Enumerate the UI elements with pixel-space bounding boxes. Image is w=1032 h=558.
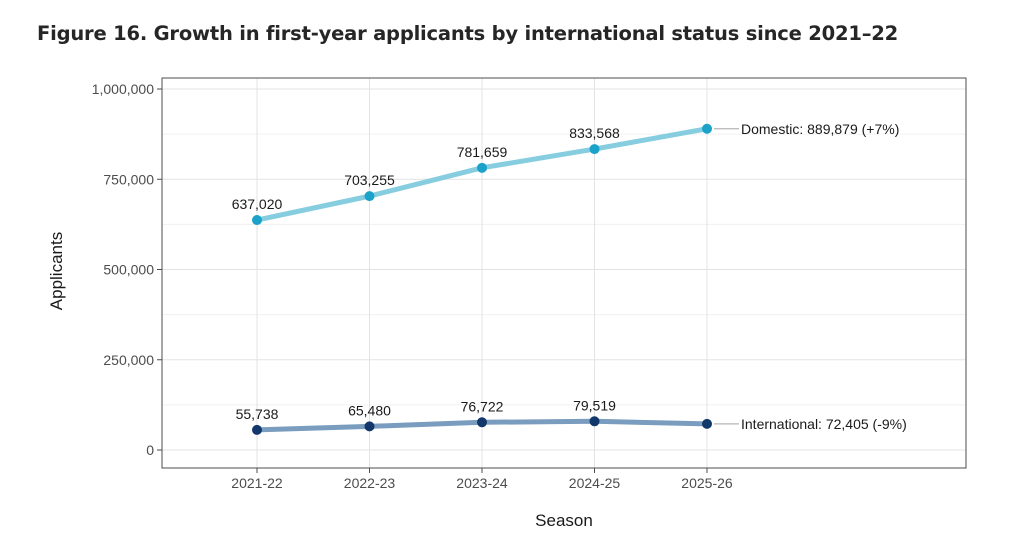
data-point-international bbox=[364, 421, 375, 432]
end-label-domestic: Domestic: 889,879 (+7%) bbox=[741, 121, 899, 137]
series-international bbox=[252, 416, 712, 435]
data-point-domestic bbox=[702, 123, 712, 134]
data-label-international: 55,738 bbox=[236, 406, 279, 422]
y-axis-title: Applicants bbox=[47, 232, 66, 310]
data-point-international bbox=[252, 424, 262, 435]
end-label-international: International: 72,405 (-9%) bbox=[741, 416, 907, 432]
x-tick-label: 2022-23 bbox=[344, 475, 396, 491]
chart-axes: 0 250,000 500,000 750,000 1,000,000 2021-22 20… bbox=[47, 77, 967, 530]
figure-title: Figure 16. Growth in first-year applican… bbox=[37, 22, 898, 45]
data-label-domestic: 781,659 bbox=[457, 144, 508, 160]
chart-gridlines bbox=[162, 78, 966, 468]
y-tick-label: 1,000,000 bbox=[92, 81, 154, 97]
x-tick-label: 2025-26 bbox=[681, 475, 733, 491]
data-label-domestic: 703,255 bbox=[344, 172, 395, 188]
data-label-domestic: 833,568 bbox=[569, 125, 620, 141]
data-point-domestic bbox=[364, 191, 375, 202]
y-tick-label: 0 bbox=[146, 442, 154, 458]
data-label-international: 65,480 bbox=[348, 402, 391, 418]
plot-panel-border bbox=[161, 77, 967, 469]
data-label-domestic: 637,020 bbox=[232, 196, 283, 212]
chart-data-labels: 637,020 703,255 781,659 833,568 Domestic: 88… bbox=[232, 121, 907, 432]
data-label-international: 79,519 bbox=[573, 397, 616, 413]
y-tick-label: 750,000 bbox=[103, 171, 154, 187]
data-point-domestic bbox=[589, 144, 600, 155]
x-tick-label: 2021-22 bbox=[231, 475, 283, 491]
data-point-international bbox=[702, 418, 712, 429]
data-label-international: 76,722 bbox=[461, 398, 504, 414]
data-point-domestic bbox=[252, 215, 262, 226]
data-point-international bbox=[589, 416, 600, 427]
x-axis-title: Season bbox=[535, 511, 593, 530]
series-domestic bbox=[252, 123, 712, 226]
x-tick-label: 2024-25 bbox=[569, 475, 621, 491]
data-point-international bbox=[477, 417, 487, 428]
y-tick-label: 500,000 bbox=[103, 262, 154, 278]
y-tick-label: 250,000 bbox=[103, 352, 154, 368]
x-tick-label: 2023-24 bbox=[456, 475, 508, 491]
data-point-domestic bbox=[477, 162, 487, 173]
chart-series bbox=[252, 123, 712, 435]
